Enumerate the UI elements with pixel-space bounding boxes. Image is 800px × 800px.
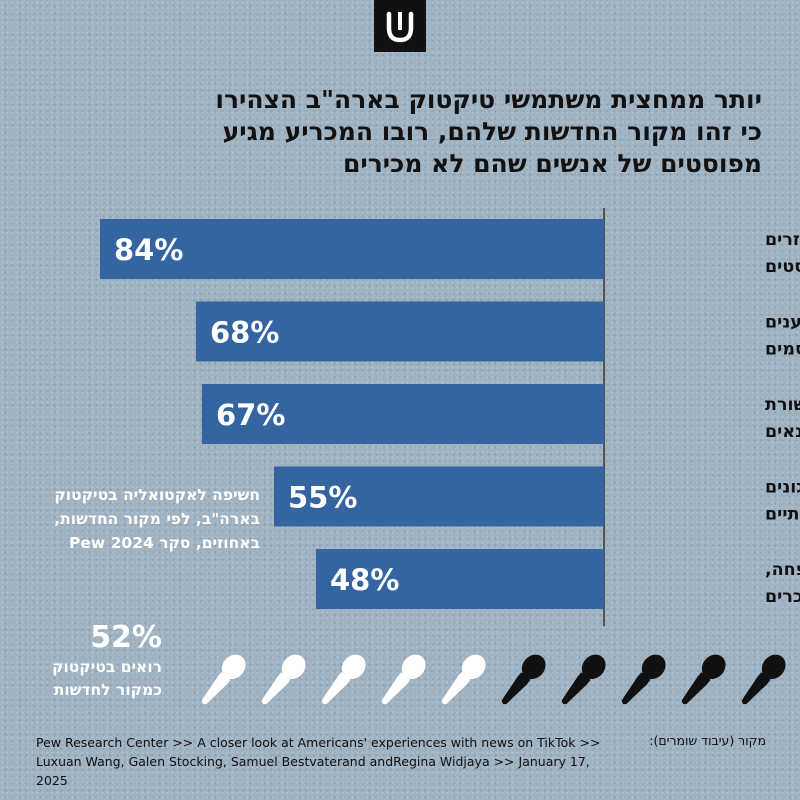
bar-5 [316, 549, 604, 609]
data-label-2: 68% [210, 316, 279, 350]
tiktok-news-share: 52% רואים בטיקטוק כמקור לחדשות [22, 620, 162, 702]
microphone-icon-empty-9 [261, 654, 306, 705]
share-value: 52% [90, 620, 162, 655]
microphone-icon-empty-7 [381, 654, 426, 705]
side-note-line-2: בארה"ב, לפי מקור החדשות, [54, 510, 260, 528]
category-label-1-line-1: אנשים זרים [765, 230, 800, 250]
logo [374, 0, 426, 52]
microphone-icon-filled-1 [741, 654, 786, 705]
pomegranate-u-logo-icon [386, 11, 414, 43]
category-label-2-line-1: משפיענים [765, 313, 800, 333]
side-note-line-3: באחוזים, סקר Pew 2024 [69, 534, 260, 552]
microphone-icon-filled-5 [501, 654, 546, 705]
bar-3 [202, 384, 604, 444]
category-label-5-line-2: חברים ומכרים [765, 587, 800, 607]
data-label-1: 84% [114, 233, 183, 267]
source-line-2: Luxuan Wang, Galen Stocking, Samuel Best… [36, 754, 590, 788]
page-title: יותר ממחצית משתמשי טיקטוק בארה"ב הצהירו … [122, 84, 762, 180]
category-label-3-line-1: כלי תקשורת [765, 395, 800, 415]
microphone-icon-filled-4 [561, 654, 606, 705]
bar-1 [100, 219, 604, 279]
category-label-2-line-2: ומפורסמים [765, 340, 800, 360]
data-label-3: 67% [216, 398, 285, 432]
microphone-icon-empty-10 [201, 654, 246, 705]
category-label-5-line-1: משפחה, [765, 560, 800, 580]
share-label-line-1: רואים בטיקטוק [52, 658, 162, 676]
category-label-4-line-2: חברתיים [765, 505, 800, 525]
title-line-2: כי זהו מקור החדשות שלהם, רובו המכריע מגי… [222, 117, 762, 146]
category-label-3-line-2: ועיתונאים [765, 422, 800, 442]
bar-2 [196, 301, 604, 362]
source-line-1: Pew Research Center >> A closer look at … [36, 735, 601, 750]
data-label-4: 55% [288, 481, 357, 515]
chart-side-note: חשיפה לאקטואליה בטיקטוק בארה"ב, לפי מקור… [28, 483, 260, 555]
microphone-icon-filled-2 [681, 654, 726, 705]
credit-label: מקור (עיבוד שומרים): [649, 733, 766, 748]
share-label-line-2: כמקור לחדשות [53, 681, 162, 699]
microphone-icon-empty-6 [441, 654, 486, 705]
category-label-4-line-1: ארגונים [765, 478, 800, 498]
microphone-icon-filled-3 [621, 654, 666, 705]
data-label-5: 48% [330, 563, 399, 597]
category-label-1-line-2: שמעלים פוסטים [765, 257, 800, 277]
bar-4 [274, 466, 604, 527]
title-line-1: יותר ממחצית משתמשי טיקטוק בארה"ב הצהירו [215, 85, 762, 114]
source-citation: Pew Research Center >> A closer look at … [36, 733, 616, 790]
side-note-line-1: חשיפה לאקטואליה בטיקטוק [54, 486, 260, 504]
microphone-icon-empty-8 [321, 654, 366, 705]
title-line-3: מפוסטים של אנשים שהם לא מכירים [342, 149, 762, 178]
